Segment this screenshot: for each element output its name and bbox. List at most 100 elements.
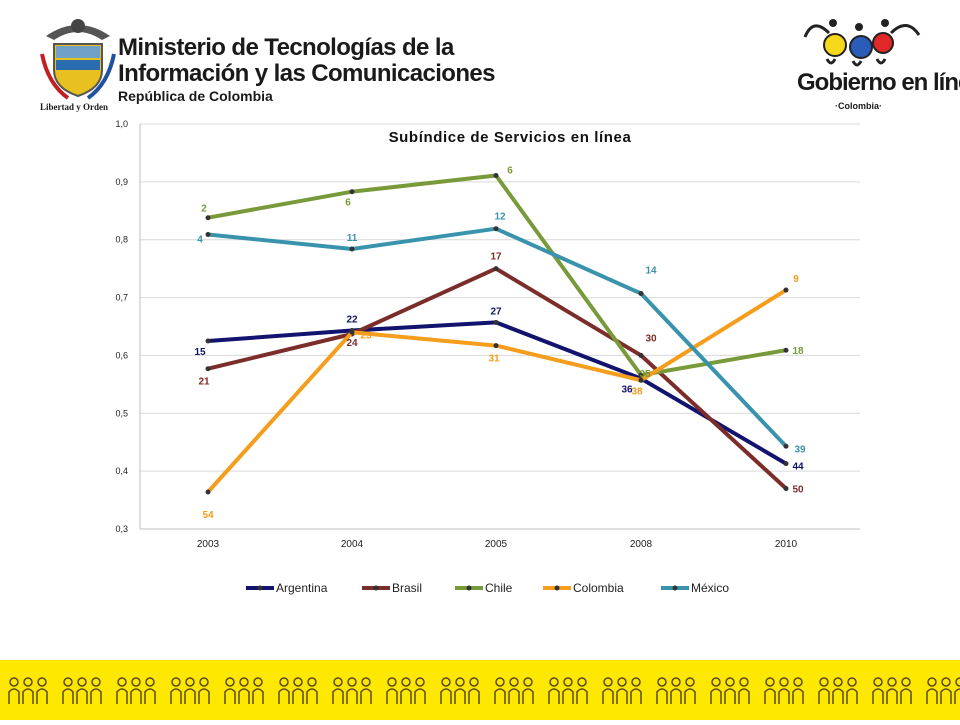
legend-item-méxico: México	[661, 581, 729, 595]
figure-head	[819, 677, 829, 687]
data-label: 38	[631, 386, 643, 397]
data-label: 24	[346, 338, 358, 349]
figure-body	[926, 688, 938, 704]
legend-marker	[257, 585, 263, 591]
figure-body	[346, 688, 358, 704]
data-label: 17	[490, 252, 502, 263]
x-tick-label: 2005	[485, 539, 508, 550]
legend-item-colombia: Colombia	[543, 581, 624, 595]
gobierno-logo-text: Gobierno en línea	[797, 69, 960, 96]
y-tick-label: 0,7	[115, 293, 128, 303]
y-tick-label: 0,5	[115, 408, 128, 418]
data-label: 39	[794, 444, 806, 455]
figure-head	[185, 677, 195, 687]
data-point	[493, 343, 499, 349]
figure-body	[90, 688, 102, 704]
figure-body	[548, 688, 560, 704]
figure-body	[602, 688, 614, 704]
figure-head	[293, 677, 303, 687]
data-label: 31	[488, 354, 500, 365]
data-point	[783, 443, 789, 449]
figure-body	[738, 688, 750, 704]
data-label: 54	[202, 510, 214, 521]
figure-head	[887, 677, 897, 687]
legend-label: México	[691, 581, 729, 595]
chart-series	[205, 172, 789, 495]
figure-body	[454, 688, 466, 704]
figure-head	[523, 677, 533, 687]
data-label: 36	[621, 385, 633, 396]
figure-head	[847, 677, 857, 687]
data-label: 12	[494, 212, 506, 223]
figure-body	[954, 688, 960, 704]
figure-body	[872, 688, 884, 704]
x-tick-label: 2010	[775, 539, 798, 550]
figure-body	[656, 688, 668, 704]
figure-head	[199, 677, 209, 687]
data-label: 22	[346, 315, 358, 326]
legend-label: Chile	[485, 581, 513, 595]
data-point	[349, 189, 355, 195]
figure-body	[886, 688, 898, 704]
data-point	[493, 266, 499, 272]
figure-head	[307, 677, 317, 687]
figure-body	[414, 688, 426, 704]
figure-body	[764, 688, 776, 704]
series-line-brasil	[206, 266, 788, 491]
figure-head	[469, 677, 479, 687]
figure-body	[360, 688, 372, 704]
figure-head	[603, 677, 613, 687]
figure-head	[793, 677, 803, 687]
data-label: 44	[792, 462, 804, 473]
line-chart: 0,3 0,4 0,5 0,6 0,7 0,8 0,9 1,0 2003 2004 2005 2008…	[115, 119, 860, 595]
figure-head	[361, 677, 371, 687]
figure-body	[62, 688, 74, 704]
legend-marker	[554, 585, 560, 591]
ministry-title-line1: Ministerio de Tecnologías de la	[118, 34, 454, 61]
data-label: 35	[639, 369, 651, 380]
y-tick-label: 0,6	[115, 350, 128, 360]
figure-head	[671, 677, 681, 687]
data-label: 50	[792, 485, 804, 496]
figure-body	[278, 688, 290, 704]
figure-body	[198, 688, 210, 704]
figure-head	[77, 677, 87, 687]
figure-body	[940, 688, 952, 704]
figure-head	[253, 677, 263, 687]
y-tick-label: 0,8	[115, 235, 128, 245]
data-label: 6	[507, 165, 513, 176]
legend-label: Brasil	[392, 581, 422, 595]
figure-body	[292, 688, 304, 704]
legend-item-argentina: Argentina	[246, 581, 328, 595]
data-label: 23	[360, 330, 372, 341]
figure-body	[832, 688, 844, 704]
data-point	[783, 347, 789, 353]
figure-body	[252, 688, 264, 704]
legend-label: Colombia	[573, 581, 624, 595]
data-point	[205, 215, 211, 221]
figure-body	[562, 688, 574, 704]
ministry-subtitle: República de Colombia	[118, 88, 273, 104]
figure-head	[711, 677, 721, 687]
figure-body	[684, 688, 696, 704]
data-point	[205, 338, 211, 344]
figure-head	[225, 677, 235, 687]
figure-head	[833, 677, 843, 687]
y-tick-label: 0,9	[115, 177, 128, 187]
figure-head	[239, 677, 249, 687]
people-pattern-icon	[8, 677, 960, 704]
figure-body	[576, 688, 588, 704]
figure-head	[549, 677, 559, 687]
figure-body	[76, 688, 88, 704]
figure-head	[563, 677, 573, 687]
data-label: 6	[345, 198, 351, 209]
figure-head	[725, 677, 735, 687]
y-tick-label: 0,3	[115, 524, 128, 534]
figure-head	[685, 677, 695, 687]
data-label: 2	[201, 204, 207, 215]
legend-item-chile: Chile	[455, 581, 513, 595]
figure-body	[846, 688, 858, 704]
data-point	[638, 377, 644, 383]
figure-head	[131, 677, 141, 687]
figure-head	[279, 677, 289, 687]
